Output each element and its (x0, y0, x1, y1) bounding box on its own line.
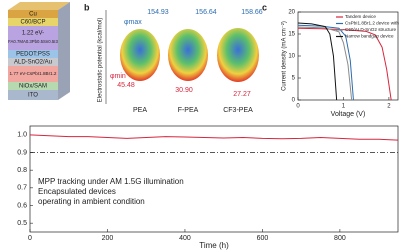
legend-label: CsPbI1.8Br1.2 device with (345, 21, 399, 26)
series-line (297, 27, 392, 101)
series-line (297, 26, 353, 101)
layer-label: 1.22 eV- (22, 31, 44, 37)
layer-label: 1.77 eV-CsPbI1.8Br1.2 (10, 71, 57, 76)
series-line (297, 24, 354, 101)
min-value: 45.48 (117, 82, 135, 89)
esp-panel: b Electrostatic potential (kcal/mol) φma… (84, 2, 263, 113)
min-value: 27.27 (233, 91, 251, 98)
y-tick-label: 20 (288, 10, 295, 16)
y-tick-label: 0 (292, 98, 296, 104)
y-tick-label: 0.6 (17, 202, 27, 209)
layer (8, 50, 58, 58)
molecule (217, 28, 259, 82)
layer (8, 66, 58, 82)
series-line (297, 22, 338, 101)
max-value: 156.64 (195, 9, 217, 16)
layer (8, 58, 58, 66)
layer-label: FA0.7MA0.3Pb0.5Sn0.5I3 (8, 39, 58, 44)
panel-letter: b (84, 2, 90, 12)
max-symbol: φmax (124, 19, 142, 26)
y-tick-label: 1.0 (17, 132, 27, 139)
y-axis-label: Electrostatic potential (kcal/mol) (98, 18, 104, 103)
x-axis-label: Time (h) (199, 241, 229, 250)
molecule-name: CF3-PEA (223, 107, 253, 114)
x-tick-label: 600 (257, 235, 269, 242)
molecule-name: PEA (133, 107, 147, 114)
molecule-name: F-PEA (178, 107, 199, 114)
layer-label: NiOx/SAM (19, 84, 47, 90)
y-tick-label: 0.8 (17, 167, 27, 174)
panel-letter: c (262, 2, 267, 12)
device-stack: Cu C60/BCP 1.22 eV- FA0.7MA0.3Pb0.5Sn0.5… (8, 2, 70, 100)
annotation: MPP tracking under AM 1.5G illumination (38, 177, 184, 186)
layer-label: PEDOT:PSS (16, 52, 50, 58)
layer-top (8, 2, 70, 10)
y-tick-label: 15 (288, 32, 295, 38)
y-axis-label: Current density (mA cm⁻²) (282, 21, 288, 91)
annotation: Encapsulated devices (38, 187, 116, 196)
layer (8, 10, 58, 18)
legend-label: Narrow bandgap device (345, 34, 394, 39)
x-tick-label: 0 (28, 235, 32, 242)
molecule (168, 29, 208, 81)
layer-label: ALD-SnO2/Au (14, 60, 52, 66)
annotation: operating in ambient condition (38, 197, 145, 206)
layer (8, 26, 58, 50)
layer-label: Cu (29, 12, 37, 18)
max-value: 154.93 (147, 9, 169, 16)
molecule (120, 29, 160, 81)
x-tick-label: 400 (179, 235, 191, 242)
min-value: 30.90 (175, 87, 193, 94)
x-axis-label: Voltage (V) (331, 111, 366, 118)
plot-frame (29, 125, 399, 233)
layer (8, 18, 58, 26)
min-symbol: φmin (110, 73, 126, 80)
layer-label: ITO (28, 93, 38, 99)
max-value: 158.66 (241, 9, 263, 16)
x-tick-label: 200 (102, 235, 114, 242)
legend-label: C60/ALD-SnO2 structure (345, 27, 397, 32)
x-tick-label: 0 (296, 104, 300, 110)
layer-side (58, 2, 70, 100)
layer-label: C60/BCP (20, 20, 45, 26)
layer (8, 82, 58, 90)
y-tick-label: 0.7 (17, 185, 27, 192)
x-tick-label: 800 (334, 235, 346, 242)
series-line (29, 134, 399, 141)
layer (8, 90, 58, 100)
x-tick-label: 2 (387, 104, 391, 110)
x-tick-label: 1 (342, 104, 346, 110)
y-tick-label: 5 (292, 76, 296, 82)
y-tick-label: 0.5 (17, 220, 27, 227)
y-tick-label: 10 (288, 54, 295, 60)
y-tick-label: 0.9 (17, 149, 27, 156)
legend-label: Tandem device (345, 14, 376, 19)
